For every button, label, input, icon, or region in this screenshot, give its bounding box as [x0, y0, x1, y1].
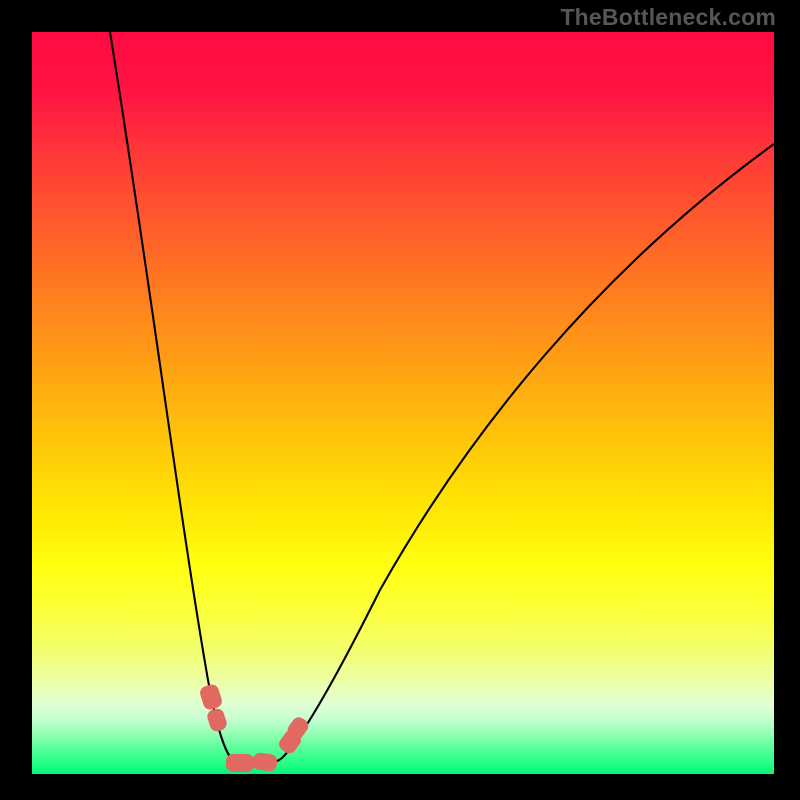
bottleneck-chart [0, 0, 800, 800]
bottleneck-marker [226, 754, 254, 772]
plot-gradient-background [32, 32, 774, 774]
watermark-text: TheBottleneck.com [560, 4, 776, 31]
